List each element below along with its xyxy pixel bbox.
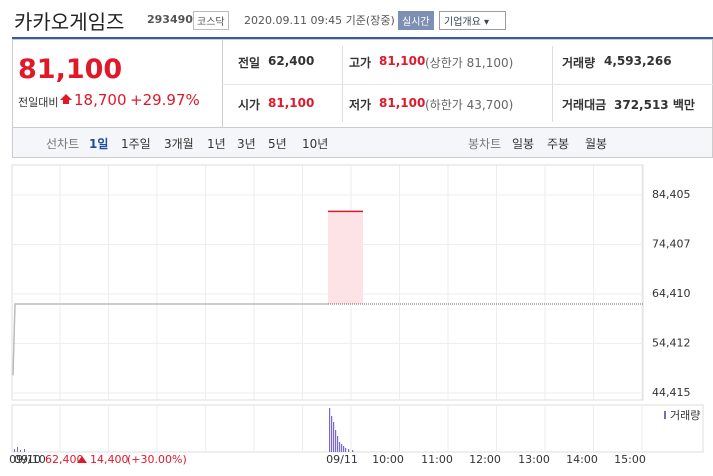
stat-value: 62,400 xyxy=(268,54,315,68)
candle-chart-label: 봉차트 xyxy=(468,137,502,151)
volume-bar xyxy=(329,408,331,452)
stat-value: 81,100 xyxy=(379,96,426,110)
volume-bar xyxy=(24,449,25,452)
realtime-button[interactable]: 실시간 xyxy=(398,11,434,30)
period-tab[interactable]: 10년 xyxy=(302,137,329,151)
volume-bar xyxy=(341,444,343,452)
volume-bar xyxy=(339,442,341,452)
plot-frame xyxy=(11,164,644,401)
y-tick-label: 54,412 xyxy=(652,336,691,349)
x-tick-label: 11:00 xyxy=(421,453,453,466)
change: 18,700 xyxy=(74,91,127,109)
x-tick-label: 10:00 xyxy=(372,453,404,466)
period-tab[interactable]: 1일 xyxy=(89,137,109,151)
volume-label: 거래량 xyxy=(670,409,700,422)
volume-bar xyxy=(331,416,333,452)
volume-bar xyxy=(348,449,350,452)
stock-code: 293490 xyxy=(147,13,193,26)
stat-label: 전일 xyxy=(238,56,261,70)
volume-bar xyxy=(352,450,354,452)
footer-rate: (+30.00%) xyxy=(127,453,187,466)
x-tick-label: 09/10 xyxy=(9,453,41,466)
volume-bar xyxy=(17,447,18,452)
stat-label: 거래대금 xyxy=(562,98,607,112)
footer-change: 14,400 xyxy=(90,453,129,466)
volume-bar xyxy=(343,446,345,452)
market-badge: 코스닥 xyxy=(193,11,229,30)
line-chart-label: 선차트 xyxy=(46,137,80,151)
stat-label: 저가 xyxy=(349,98,372,112)
volume-bar xyxy=(20,450,21,452)
stat-note: (하한가 43,700) xyxy=(425,98,514,112)
stat-note: (상한가 81,100) xyxy=(425,56,514,70)
y-tick-label: 44,415 xyxy=(652,386,691,399)
period-tab[interactable]: 1년 xyxy=(207,137,226,151)
today-range xyxy=(328,211,363,304)
period-tab[interactable]: 5년 xyxy=(268,137,287,151)
volume-bar xyxy=(337,436,339,452)
footer-close: 62,400 xyxy=(45,453,84,466)
x-tick-label: 15:00 xyxy=(614,453,646,466)
change-rate: +29.97% xyxy=(130,91,200,109)
volume-legend-swatch xyxy=(664,411,666,419)
footer-up-arrow xyxy=(77,456,87,463)
period-tab[interactable]: 3년 xyxy=(237,137,256,151)
stat-value: 81,100 xyxy=(379,54,426,68)
y-tick-label: 84,405 xyxy=(652,188,691,201)
y-tick-label: 64,410 xyxy=(652,287,691,300)
stat-value: 4,593,266 xyxy=(604,54,672,68)
candle-tab[interactable]: 일봉 xyxy=(512,137,535,151)
volume-bar xyxy=(333,422,335,452)
volume-bar xyxy=(335,430,337,452)
timestamp: 2020.09.11 09:45 기준(장중) xyxy=(244,14,395,27)
stat-value: 81,100 xyxy=(268,96,315,110)
divider xyxy=(12,37,713,39)
candle-tab[interactable]: 월봉 xyxy=(585,137,608,151)
candle-tab[interactable]: 주봉 xyxy=(547,137,570,151)
volume-bar xyxy=(345,448,347,452)
stock-name: 카카오게임즈 xyxy=(14,10,125,34)
period-tab[interactable]: 3개월 xyxy=(164,137,194,151)
overview-text: 기업개요 xyxy=(444,17,481,28)
x-tick-label: 14:00 xyxy=(566,453,598,466)
overview-button[interactable]: 기업개요 ▾ xyxy=(439,11,507,30)
current-price: 81,100 xyxy=(18,54,123,85)
stat-value: 372,513 백만 xyxy=(614,98,695,112)
up-arrow xyxy=(60,94,72,104)
volume-frame xyxy=(11,404,704,453)
row-separator xyxy=(222,84,713,85)
x-tick-label: 09/11 xyxy=(326,453,358,466)
tab-bar xyxy=(12,127,713,158)
period-tab[interactable]: 1주일 xyxy=(121,137,151,151)
footer-date: 09/10 xyxy=(14,453,46,466)
stat-label: 거래량 xyxy=(562,56,596,70)
x-tick-label: 13:00 xyxy=(518,453,550,466)
x-tick-label: 12:00 xyxy=(469,453,501,466)
change-label: 전일대비 xyxy=(18,96,59,109)
volume-bar xyxy=(14,449,15,452)
prev-day-line xyxy=(12,303,328,376)
stat-label: 고가 xyxy=(349,56,372,70)
y-tick-label: 74,407 xyxy=(652,237,691,250)
stat-label: 시가 xyxy=(238,98,261,112)
